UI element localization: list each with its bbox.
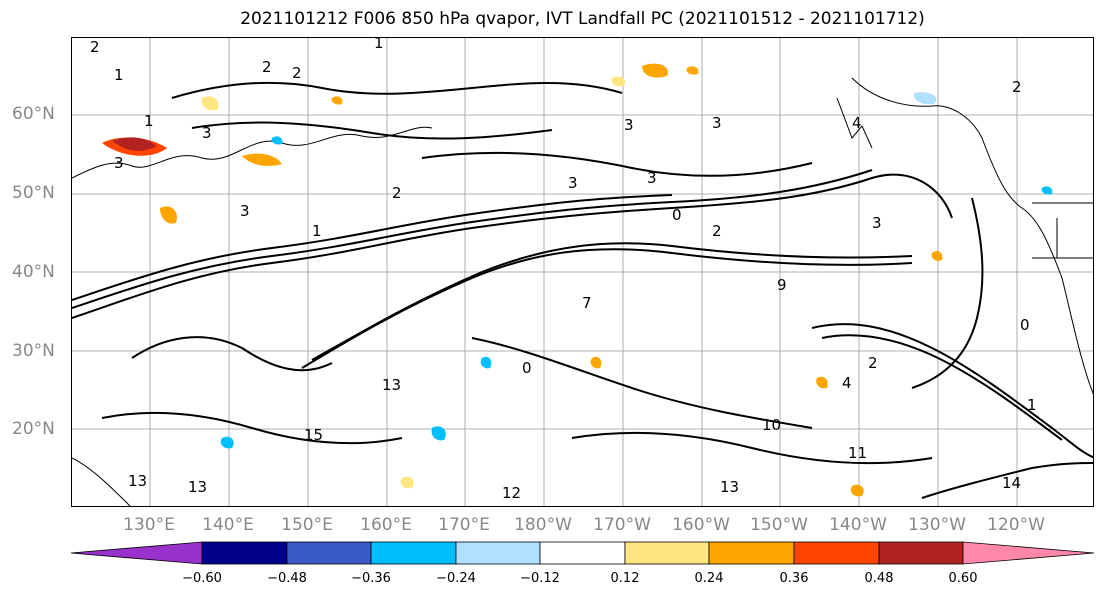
contour-label: 3 (568, 174, 578, 192)
contour-label: 13 (720, 478, 739, 496)
colorbar-tick: −0.24 (436, 571, 476, 586)
colorbar-tick: −0.60 (182, 571, 222, 586)
coastlines (72, 77, 1093, 506)
lon-label-130e: 130°E (123, 515, 175, 535)
colorbar-segment (962, 541, 1095, 565)
contour-label: 4 (852, 114, 862, 132)
map-canvas: 2 1 1 1 2 2 3 3 3 3 2 4 2 3 3 1 2 3 9 0 … (72, 38, 1093, 506)
contour-label: 12 (502, 484, 521, 502)
colorbar-tick: 0.36 (779, 571, 809, 586)
contour-label: 3 (712, 114, 722, 132)
contour-label: 4 (842, 374, 852, 392)
colorbar-segment (708, 541, 795, 565)
colorbar-segment (793, 541, 880, 565)
contour-label: 3 (647, 169, 657, 187)
lon-label-170w: 170°W (593, 515, 651, 535)
lon-label-180w: 180°W (514, 515, 572, 535)
contour-label: 14 (1002, 474, 1021, 492)
contour-label: 1 (144, 112, 154, 130)
lon-label-170e: 170°E (438, 515, 490, 535)
contour-label: 15 (304, 426, 323, 444)
contour-label: 3 (202, 124, 212, 142)
map-panel: 2 1 1 1 2 2 3 3 3 3 2 4 2 3 3 1 2 3 9 0 … (71, 37, 1094, 507)
colorbar-tick: −0.36 (351, 571, 391, 586)
contour-label: 2 (868, 354, 878, 372)
lon-label-160e: 160°E (360, 515, 412, 535)
graticule (72, 38, 1093, 506)
lon-label-150w: 150°W (750, 515, 808, 535)
colorbar-segment (539, 541, 626, 565)
contour-label: 9 (777, 276, 787, 294)
colorbar-tick: 0.24 (694, 571, 724, 586)
contour-label: 2 (1012, 78, 1022, 96)
contour-label: 2 (392, 184, 402, 202)
colorbar-tick: 0.48 (864, 571, 894, 586)
colorbar-segment (455, 541, 541, 565)
lon-label-160w: 160°W (672, 515, 730, 535)
contour-label: 11 (848, 444, 867, 462)
contour-label: 0 (1020, 316, 1030, 334)
lon-label-130w: 130°W (908, 515, 966, 535)
colorbar-tick: −0.12 (520, 571, 560, 586)
lon-label-140w: 140°W (829, 515, 887, 535)
lat-label-30n: 30°N (12, 341, 55, 361)
contour-label: 1 (114, 66, 124, 84)
contour-label: 3 (872, 214, 882, 232)
contour-label: 3 (114, 154, 124, 172)
lon-label-140e: 140°E (202, 515, 254, 535)
contour-label: 2 (292, 64, 302, 82)
contour-label: 2 (262, 58, 272, 76)
colorbar-segment (286, 541, 372, 565)
lat-label-60n: 60°N (12, 104, 55, 124)
contour-label: 13 (128, 472, 147, 490)
contour-label: 2 (90, 38, 100, 56)
colorbar (70, 541, 1095, 565)
contour-label: 1 (312, 222, 322, 240)
contour-label: 0 (522, 359, 532, 377)
contour-label: 2 (712, 222, 722, 240)
colorbar-segment (624, 541, 710, 565)
lon-label-150e: 150°E (281, 515, 333, 535)
colorbar-segment (878, 541, 964, 565)
contour-label: 3 (240, 202, 250, 220)
colorbar-tick: −0.48 (267, 571, 307, 586)
contour-label: 0 (672, 206, 682, 224)
lat-label-40n: 40°N (12, 262, 55, 282)
colorbar-segment (201, 541, 288, 565)
contour-label: 13 (188, 478, 207, 496)
qvapor-shading (102, 63, 1053, 497)
contour-label: 1 (374, 38, 384, 52)
contour-label: 7 (582, 294, 592, 312)
contour-label: 10 (762, 416, 781, 434)
contour-label: 1 (1027, 396, 1037, 414)
contour-labels: 2 1 1 1 2 2 3 3 3 3 2 4 2 3 3 1 2 3 9 0 … (90, 38, 1037, 502)
colorbar-segment (370, 541, 457, 565)
contour-label: 3 (624, 116, 634, 134)
colorbar-tick: 0.60 (948, 571, 978, 586)
colorbar-segment (70, 541, 203, 565)
lat-label-20n: 20°N (12, 419, 55, 439)
map-title: 2021101212 F006 850 hPa qvapor, IVT Land… (240, 9, 925, 29)
contour-label: 13 (382, 376, 401, 394)
lat-label-50n: 50°N (12, 183, 55, 203)
ivt-contours (72, 81, 1093, 499)
colorbar-tick: 0.12 (610, 571, 640, 586)
lon-label-120w: 120°W (987, 515, 1045, 535)
